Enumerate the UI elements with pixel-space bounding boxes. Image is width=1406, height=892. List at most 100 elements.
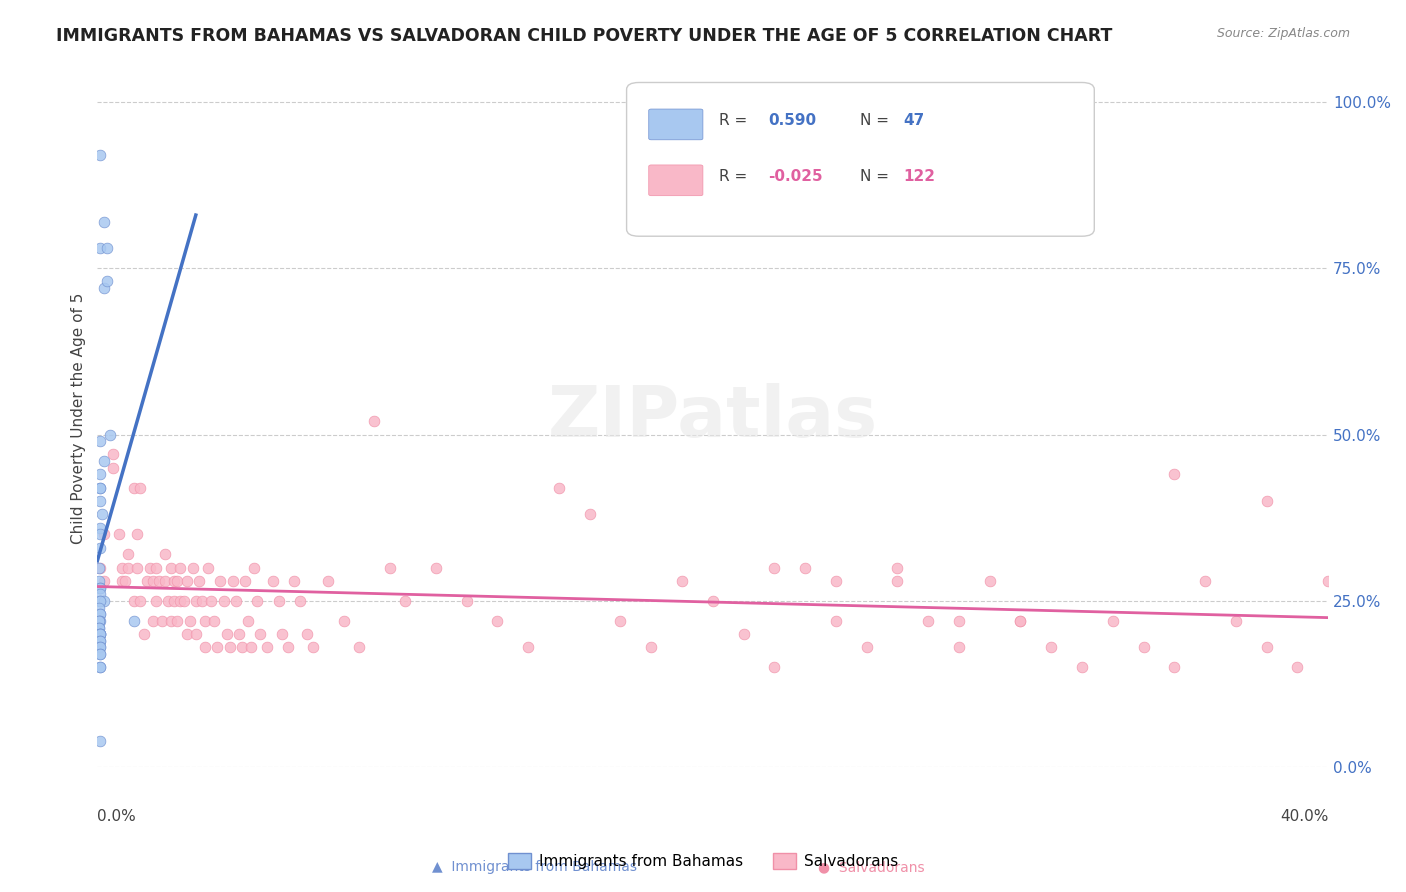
- Point: [197, 560, 219, 574]
- Text: -0.025: -0.025: [768, 169, 823, 185]
- Point: [578, 508, 600, 522]
- Point: [108, 527, 131, 541]
- Point: [240, 640, 263, 655]
- Point: [1286, 660, 1309, 674]
- Point: [249, 627, 271, 641]
- Point: [89, 481, 111, 495]
- Point: [277, 640, 299, 655]
- Point: [169, 560, 191, 574]
- Point: [87, 600, 110, 615]
- Point: [763, 560, 786, 574]
- Point: [456, 594, 478, 608]
- Text: N =: N =: [860, 113, 890, 128]
- Point: [145, 594, 167, 608]
- Point: [169, 594, 191, 608]
- Point: [163, 594, 186, 608]
- Point: [89, 587, 111, 601]
- Point: [166, 614, 188, 628]
- Point: [222, 574, 245, 588]
- Point: [145, 560, 167, 574]
- Point: [89, 481, 111, 495]
- Point: [89, 607, 111, 622]
- Point: [886, 560, 908, 574]
- Point: [1132, 640, 1154, 655]
- Point: [184, 627, 207, 641]
- Point: [1163, 660, 1185, 674]
- Point: [173, 594, 195, 608]
- Point: [184, 594, 207, 608]
- Point: [89, 594, 111, 608]
- Point: [1101, 614, 1123, 628]
- Point: [486, 614, 509, 628]
- Point: [91, 508, 114, 522]
- Point: [87, 560, 110, 574]
- Point: [93, 281, 115, 295]
- Point: [1010, 614, 1032, 628]
- Point: [142, 614, 165, 628]
- Point: [855, 640, 877, 655]
- Point: [89, 148, 111, 162]
- Point: [87, 574, 110, 588]
- Point: [89, 660, 111, 674]
- Point: [101, 448, 124, 462]
- Point: [93, 574, 115, 588]
- Point: [1256, 494, 1278, 508]
- Point: [114, 574, 136, 588]
- Point: [153, 574, 176, 588]
- Point: [176, 627, 198, 641]
- Point: [89, 521, 111, 535]
- Point: [1010, 614, 1032, 628]
- Point: [1256, 640, 1278, 655]
- Point: [948, 640, 970, 655]
- Point: [124, 614, 146, 628]
- Point: [87, 614, 110, 628]
- Point: [231, 640, 253, 655]
- Point: [202, 614, 225, 628]
- Point: [236, 614, 259, 628]
- Point: [194, 614, 217, 628]
- Point: [89, 660, 111, 674]
- Point: [1071, 660, 1094, 674]
- Point: [290, 594, 312, 608]
- Point: [425, 560, 447, 574]
- Point: [117, 560, 139, 574]
- Point: [824, 614, 846, 628]
- Point: [332, 614, 354, 628]
- Point: [824, 574, 846, 588]
- Point: [96, 275, 118, 289]
- Text: 122: 122: [904, 169, 935, 185]
- Point: [157, 594, 180, 608]
- Point: [243, 560, 266, 574]
- Text: N =: N =: [860, 169, 890, 185]
- Point: [176, 574, 198, 588]
- Point: [347, 640, 370, 655]
- Point: [1163, 467, 1185, 482]
- Point: [212, 594, 235, 608]
- Point: [150, 614, 173, 628]
- Point: [225, 594, 247, 608]
- Text: R =: R =: [718, 169, 747, 185]
- Point: [179, 614, 201, 628]
- Point: [763, 660, 786, 674]
- Point: [187, 574, 209, 588]
- Point: [181, 560, 204, 574]
- Point: [191, 594, 214, 608]
- Point: [89, 241, 111, 255]
- Point: [1194, 574, 1216, 588]
- Point: [87, 620, 110, 634]
- Point: [256, 640, 278, 655]
- FancyBboxPatch shape: [648, 165, 703, 195]
- Point: [1225, 614, 1247, 628]
- Point: [89, 647, 111, 661]
- Y-axis label: Child Poverty Under the Age of 5: Child Poverty Under the Age of 5: [72, 293, 86, 543]
- Text: 47: 47: [904, 113, 925, 128]
- Point: [93, 214, 115, 228]
- Point: [233, 574, 256, 588]
- Point: [228, 627, 250, 641]
- Point: [89, 627, 111, 641]
- Point: [671, 574, 693, 588]
- Point: [129, 481, 152, 495]
- Point: [979, 574, 1001, 588]
- Text: 0.590: 0.590: [768, 113, 817, 128]
- Point: [96, 241, 118, 255]
